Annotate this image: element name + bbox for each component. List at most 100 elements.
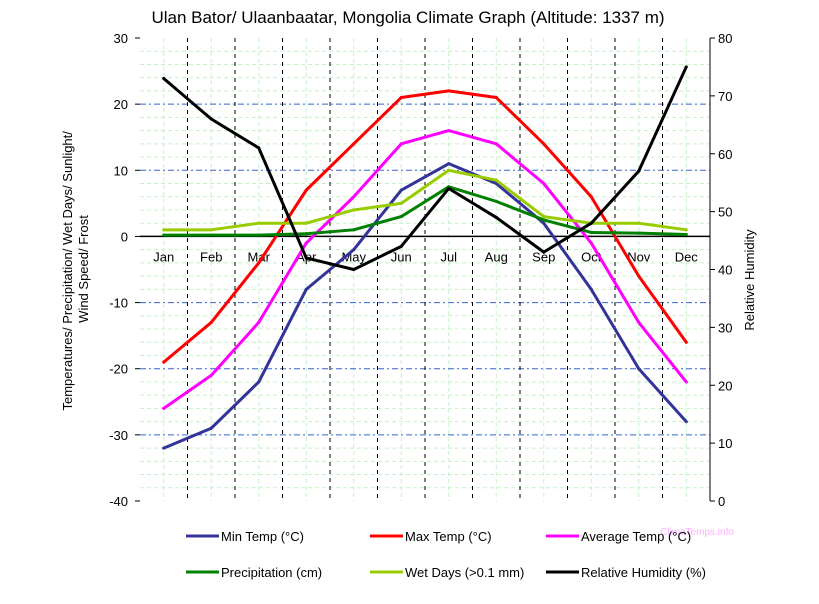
series-group [162, 185, 688, 237]
series-segment [589, 169, 641, 225]
legend-item: Average Temp (°C) [546, 529, 691, 544]
left-tick-label: -30 [109, 428, 128, 443]
series-segment [352, 215, 403, 232]
data-point [589, 195, 593, 199]
right-tick-label: 10 [718, 436, 732, 451]
right-tick-label: 60 [718, 147, 732, 162]
series-segment [257, 188, 308, 265]
series-segment [209, 117, 261, 150]
data-point [637, 169, 641, 173]
series-layer [162, 65, 688, 450]
right-tick-label: 70 [718, 89, 732, 104]
data-point [209, 426, 213, 430]
series-segment [352, 188, 403, 252]
month-label: Nov [627, 249, 651, 264]
data-point [447, 168, 451, 172]
right-tick-label: 40 [718, 263, 732, 278]
data-point [542, 142, 546, 146]
data-point [304, 287, 308, 291]
data-point [209, 233, 213, 237]
right-tick-label: 30 [718, 320, 732, 335]
left-tick-label: 20 [114, 97, 128, 112]
data-point [304, 241, 308, 245]
data-point [542, 215, 546, 219]
data-point [447, 129, 451, 133]
month-label: Aug [485, 249, 508, 264]
series-segment [257, 287, 308, 384]
data-point [162, 77, 166, 81]
series-segment [399, 186, 451, 248]
data-point [257, 261, 261, 265]
series-segment [494, 178, 546, 219]
data-point [209, 373, 213, 377]
series-segment [162, 426, 213, 450]
data-point [399, 244, 403, 248]
data-point [162, 233, 166, 237]
series-segment [304, 195, 356, 245]
data-point [684, 340, 688, 344]
data-point [589, 230, 593, 234]
data-point [494, 96, 498, 100]
left-tick-label: 10 [114, 163, 128, 178]
month-label: Feb [200, 249, 222, 264]
series-segment [209, 380, 261, 430]
series-segment [304, 256, 356, 271]
series-segment [494, 96, 546, 146]
legend-label: Relative Humidity (%) [581, 565, 706, 580]
data-point [447, 186, 451, 190]
series-segment [447, 186, 498, 219]
series-segment [589, 241, 641, 324]
right-tick-label: 80 [718, 31, 732, 46]
series-segment [447, 168, 498, 182]
data-point [542, 221, 546, 225]
month-label: Sep [532, 249, 555, 264]
legend-item: Wet Days (>0.1 mm) [370, 565, 524, 580]
data-point [304, 232, 308, 236]
data-point [684, 65, 688, 69]
series-segment [542, 221, 593, 254]
series-segment [542, 218, 593, 234]
series-segment [304, 228, 356, 236]
data-point [352, 248, 356, 252]
series-segment [637, 320, 688, 384]
series-segment [209, 261, 261, 324]
data-point [447, 89, 451, 93]
left-tick-label: -20 [109, 362, 128, 377]
data-point [257, 146, 261, 150]
data-point [637, 231, 641, 235]
grid-layer [140, 38, 710, 501]
data-point [494, 199, 498, 203]
series-segment [304, 248, 356, 291]
data-point [542, 218, 546, 222]
series-segment [257, 232, 308, 237]
series-segment [209, 320, 261, 377]
data-point [494, 215, 498, 219]
series-segment [399, 89, 451, 100]
data-point [162, 406, 166, 410]
series-segment [447, 129, 498, 146]
chart-title: Ulan Bator/ Ulaanbaatar, Mongolia Climat… [151, 8, 664, 27]
series-segment [399, 129, 451, 146]
series-segment [352, 244, 403, 271]
legend: Min Temp (°C) Max Temp (°C) Average Temp (… [186, 529, 706, 580]
data-point [304, 221, 308, 225]
data-point [589, 287, 593, 291]
right-axis-label: Relative Humidity [742, 229, 757, 331]
data-point [209, 117, 213, 121]
series-segment [352, 201, 403, 212]
data-point [684, 232, 688, 236]
data-point [494, 182, 498, 186]
data-point [257, 233, 261, 237]
data-point [399, 96, 403, 100]
data-point [209, 320, 213, 324]
data-point [257, 380, 261, 384]
data-point [399, 142, 403, 146]
series-segment [399, 185, 451, 219]
watermark: ClimaTemps.info [660, 527, 734, 538]
series-segment [542, 215, 593, 225]
series-segment [257, 241, 308, 324]
data-point [637, 367, 641, 371]
data-point [637, 221, 641, 225]
series-segment [542, 142, 593, 199]
